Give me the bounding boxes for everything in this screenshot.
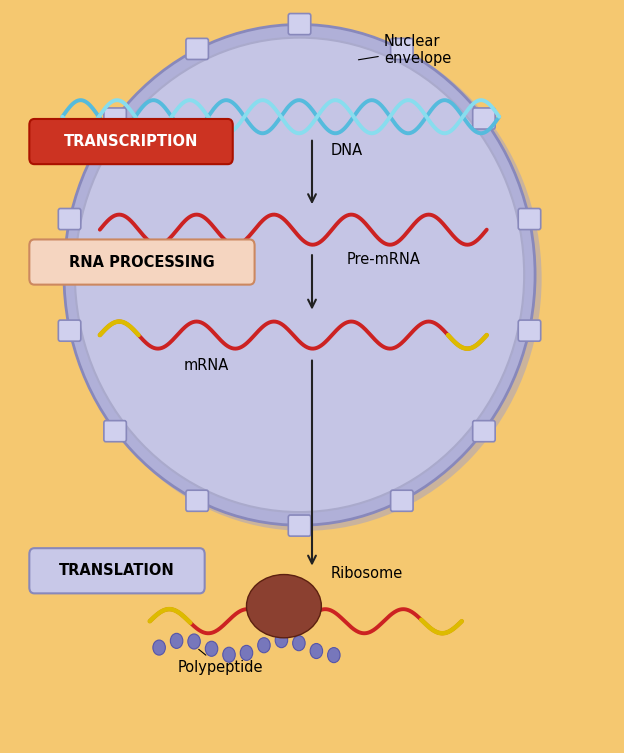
FancyBboxPatch shape — [29, 239, 255, 285]
Ellipse shape — [75, 38, 524, 512]
Text: DNA: DNA — [331, 143, 363, 158]
Ellipse shape — [246, 575, 321, 638]
Circle shape — [240, 645, 253, 660]
Ellipse shape — [67, 26, 542, 531]
Circle shape — [328, 648, 340, 663]
FancyBboxPatch shape — [473, 421, 495, 442]
FancyBboxPatch shape — [29, 548, 205, 593]
FancyBboxPatch shape — [58, 209, 80, 230]
Circle shape — [153, 640, 165, 655]
FancyBboxPatch shape — [519, 320, 541, 341]
Text: mRNA: mRNA — [184, 358, 230, 373]
FancyBboxPatch shape — [104, 108, 126, 129]
FancyBboxPatch shape — [519, 209, 541, 230]
FancyBboxPatch shape — [104, 421, 126, 442]
FancyBboxPatch shape — [186, 38, 208, 59]
Text: Polypeptide: Polypeptide — [178, 649, 263, 675]
Circle shape — [293, 636, 305, 651]
FancyBboxPatch shape — [186, 490, 208, 511]
FancyBboxPatch shape — [58, 320, 80, 341]
Text: Pre-mRNA: Pre-mRNA — [346, 252, 420, 267]
Text: TRANSLATION: TRANSLATION — [59, 563, 175, 578]
Circle shape — [188, 634, 200, 649]
Text: Ribosome: Ribosome — [331, 566, 403, 581]
FancyBboxPatch shape — [29, 119, 233, 164]
Circle shape — [275, 633, 288, 648]
FancyBboxPatch shape — [391, 38, 413, 59]
Circle shape — [223, 648, 235, 663]
FancyBboxPatch shape — [288, 515, 311, 536]
Ellipse shape — [64, 24, 535, 526]
Circle shape — [170, 633, 183, 648]
Circle shape — [310, 644, 323, 659]
Circle shape — [258, 638, 270, 653]
FancyBboxPatch shape — [473, 108, 495, 129]
Text: Nuclear
envelope: Nuclear envelope — [358, 34, 451, 66]
Circle shape — [205, 642, 218, 657]
FancyBboxPatch shape — [288, 14, 311, 35]
Text: TRANSCRIPTION: TRANSCRIPTION — [64, 134, 198, 149]
FancyBboxPatch shape — [391, 490, 413, 511]
Text: RNA PROCESSING: RNA PROCESSING — [69, 255, 215, 270]
